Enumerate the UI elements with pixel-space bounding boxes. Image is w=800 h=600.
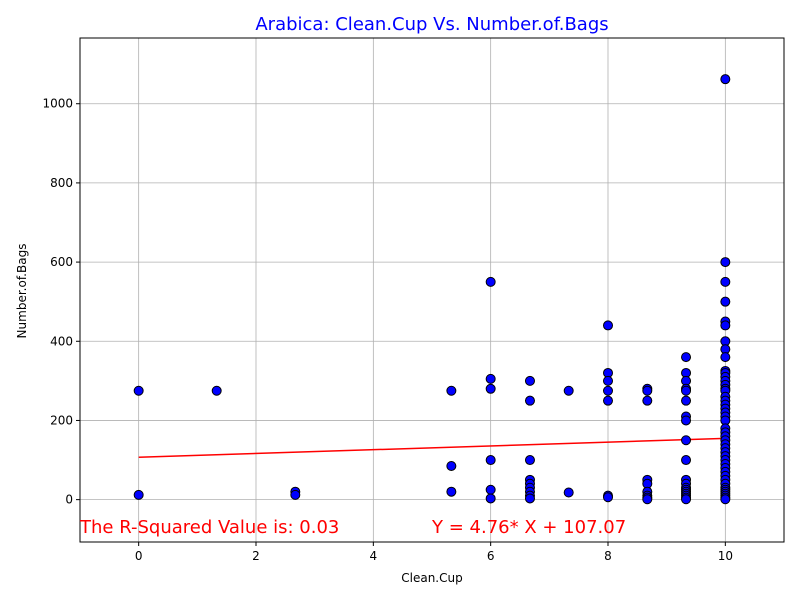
data-point [603, 320, 613, 331]
x-tick-label: 8 [604, 549, 612, 563]
data-point [133, 489, 144, 500]
x-axis-ticks: 0 2 4 6 8 10 [135, 542, 733, 563]
data-point [563, 385, 574, 396]
data-point [720, 296, 731, 307]
data-point [524, 395, 535, 406]
y-tick-label: 800 [50, 176, 73, 190]
x-tick-label: 6 [487, 549, 495, 563]
data-point [446, 460, 457, 471]
regression-line [138, 437, 726, 458]
chart-title: Arabica: Clean.Cup Vs. Number.of.Bags [255, 14, 608, 35]
data-point [681, 455, 692, 466]
data-point [446, 385, 457, 396]
y-axis-label: Number.of.Bags [15, 244, 29, 339]
x-tick-label: 0 [135, 549, 143, 563]
y-tick-label: 200 [50, 413, 73, 427]
data-point [720, 320, 731, 331]
x-axis-label: Clean.Cup [401, 571, 462, 585]
data-point [642, 395, 653, 406]
data-point [485, 373, 496, 384]
data-point [563, 487, 574, 498]
r-squared-annotation: The R-Squared Value is: 0.03 [79, 517, 339, 538]
data-point [720, 74, 731, 85]
data-point [133, 385, 144, 396]
data-point [524, 493, 535, 504]
data-point [681, 435, 692, 446]
data-point [524, 455, 535, 466]
data-point [603, 395, 613, 406]
data-point [485, 455, 496, 466]
y-tick-label: 0 [65, 493, 73, 507]
data-point [485, 276, 496, 287]
data-point [603, 492, 613, 503]
x-tick-label: 2 [252, 549, 260, 563]
data-point [290, 489, 301, 500]
plot-frame [79, 37, 785, 543]
data-points [133, 74, 731, 505]
data-point [485, 493, 496, 504]
x-tick-label: 4 [370, 549, 378, 563]
data-point [720, 276, 731, 287]
data-point [211, 385, 222, 396]
data-point [720, 257, 731, 268]
data-point [642, 494, 653, 505]
data-point [603, 385, 613, 396]
data-point [681, 352, 692, 363]
data-point [681, 415, 692, 426]
y-tick-label: 1000 [42, 97, 73, 111]
data-point [446, 486, 457, 497]
data-point [485, 383, 496, 394]
data-point [642, 385, 653, 396]
data-point [720, 352, 731, 363]
grid-lines [80, 38, 784, 542]
regression-line-group [138, 437, 726, 458]
data-point [603, 375, 613, 386]
y-axis-ticks: 0 200 400 600 800 1000 [42, 97, 80, 507]
data-point [720, 494, 731, 505]
data-point [485, 484, 496, 495]
data-point [681, 395, 692, 406]
data-point [681, 385, 692, 396]
data-point [524, 375, 535, 386]
regression-equation-annotation: Y = 4.76* X + 107.07 [431, 517, 626, 538]
y-tick-label: 600 [50, 255, 73, 269]
data-point [681, 494, 692, 505]
y-tick-label: 400 [50, 334, 73, 348]
x-tick-label: 10 [718, 549, 733, 563]
